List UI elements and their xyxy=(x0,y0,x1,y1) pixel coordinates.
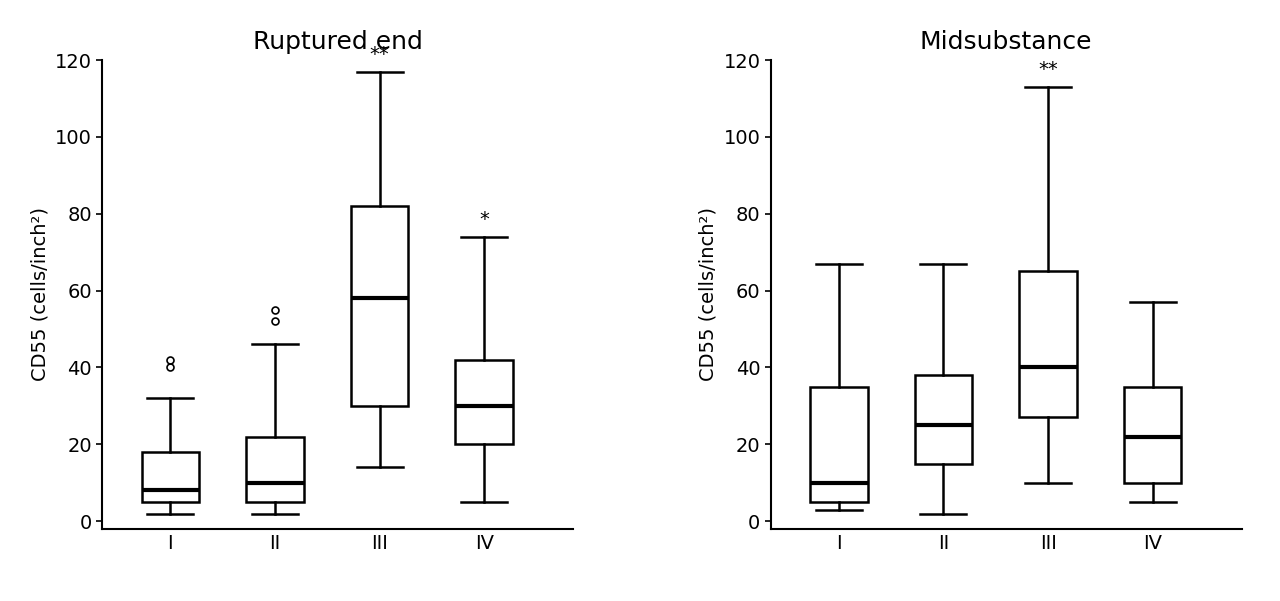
Bar xyxy=(351,206,408,406)
Bar xyxy=(246,437,303,502)
Bar xyxy=(915,375,973,463)
Bar xyxy=(142,452,200,502)
Bar xyxy=(1019,272,1076,418)
Y-axis label: CD55 (cells/inch²): CD55 (cells/inch²) xyxy=(699,207,718,382)
Text: **: ** xyxy=(370,45,389,64)
Text: *: * xyxy=(479,210,489,229)
Bar xyxy=(810,386,868,502)
Text: **: ** xyxy=(1038,60,1059,79)
Bar xyxy=(1124,386,1181,483)
Title: Ruptured end: Ruptured end xyxy=(253,30,422,54)
Y-axis label: CD55 (cells/inch²): CD55 (cells/inch²) xyxy=(31,207,50,382)
Title: Midsubstance: Midsubstance xyxy=(920,30,1092,54)
Bar xyxy=(456,360,513,444)
